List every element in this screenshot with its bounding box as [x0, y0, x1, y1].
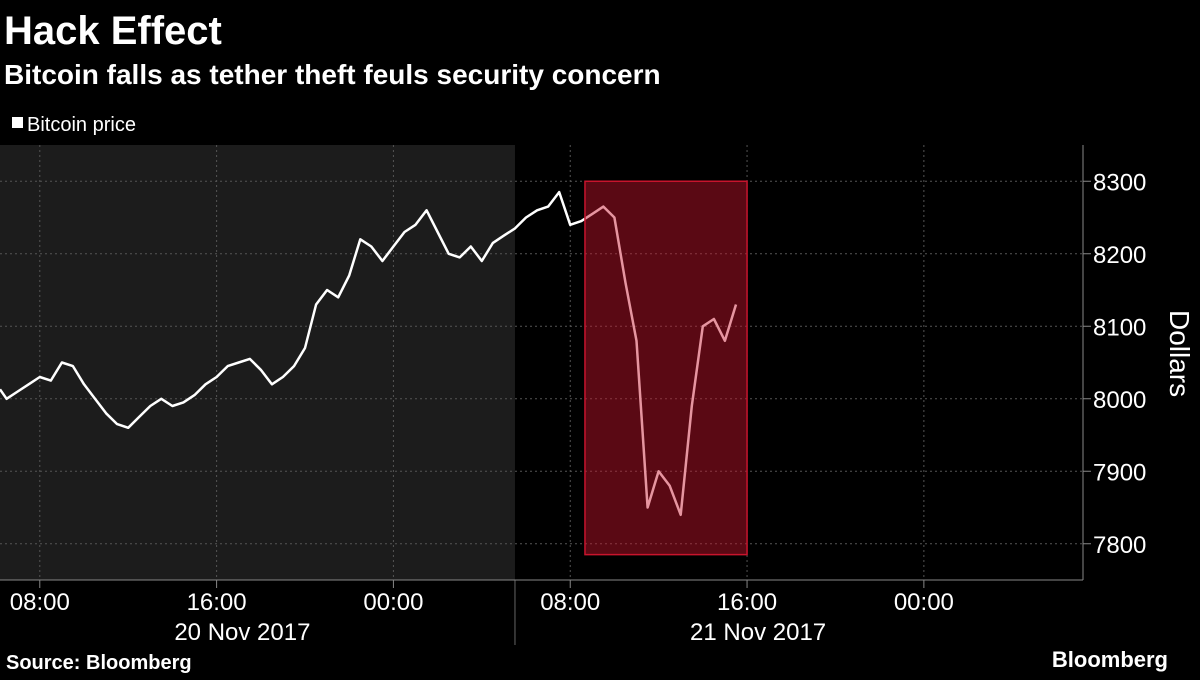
x-tick-label: 16:00 — [717, 589, 777, 616]
legend-label: Bitcoin price — [27, 114, 136, 136]
brand: Bloomberg — [1052, 647, 1168, 672]
x-tick-label: 00:00 — [363, 589, 423, 616]
legend-swatch — [12, 117, 23, 128]
y-axis-label: Dollars — [1164, 310, 1195, 397]
chart-title: Hack Effect — [4, 9, 222, 53]
highlight-box — [584, 180, 748, 556]
y-tick-label: 8100 — [1093, 314, 1146, 341]
chart-subtitle: Bitcoin falls as tether theft feuls secu… — [4, 59, 661, 90]
source: Source: Bloomberg — [6, 652, 192, 674]
x-tick-label: 08:00 — [10, 589, 70, 616]
y-tick-label: 8000 — [1093, 387, 1146, 414]
x-group-label: 20 Nov 2017 — [174, 619, 310, 646]
x-group-label: 21 Nov 2017 — [690, 619, 826, 646]
price-line — [0, 190, 738, 517]
plot-area: 7800 7900 8000 8100 8200 8300 08:00 16:00 00:00 0… — [0, 145, 1146, 646]
x-tick-label: 00:00 — [894, 589, 954, 616]
y-tick-label: 8300 — [1093, 169, 1146, 196]
y-tick-label: 8200 — [1093, 242, 1146, 269]
session-shade — [0, 145, 515, 580]
x-tick-label: 16:00 — [187, 589, 247, 616]
y-tick-label: 7900 — [1093, 459, 1146, 486]
y-tick-label: 7800 — [1093, 532, 1146, 559]
x-tick-label: 08:00 — [540, 589, 600, 616]
